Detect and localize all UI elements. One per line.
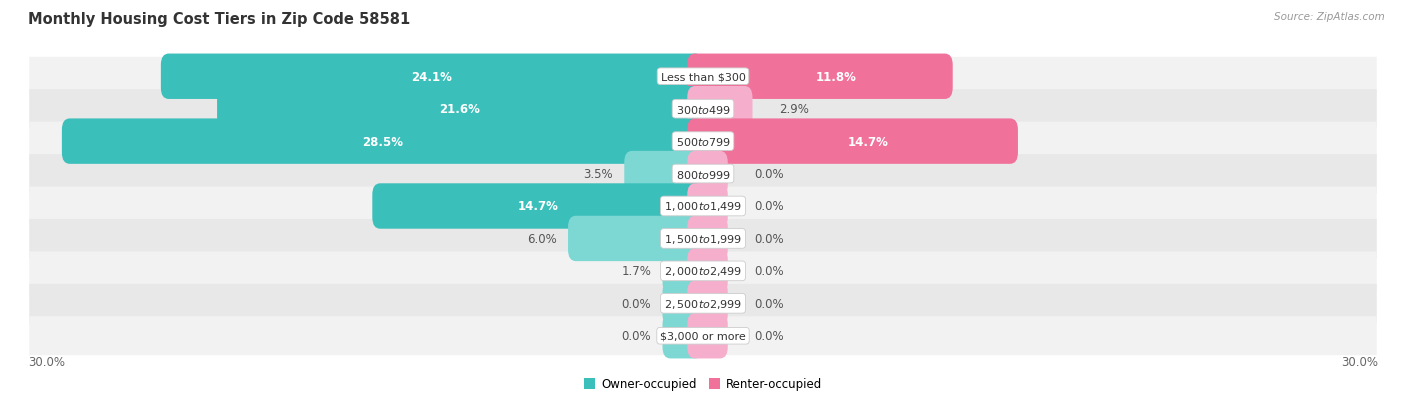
FancyBboxPatch shape bbox=[688, 152, 728, 197]
FancyBboxPatch shape bbox=[688, 249, 728, 294]
FancyBboxPatch shape bbox=[568, 216, 703, 261]
Text: Monthly Housing Cost Tiers in Zip Code 58581: Monthly Housing Cost Tiers in Zip Code 5… bbox=[28, 12, 411, 27]
Text: 30.0%: 30.0% bbox=[1341, 355, 1378, 368]
FancyBboxPatch shape bbox=[30, 58, 1376, 97]
Text: 14.7%: 14.7% bbox=[848, 135, 889, 148]
Text: $1,500 to $1,999: $1,500 to $1,999 bbox=[664, 233, 742, 245]
FancyBboxPatch shape bbox=[662, 313, 703, 358]
Text: Source: ZipAtlas.com: Source: ZipAtlas.com bbox=[1274, 12, 1385, 22]
Text: $300 to $499: $300 to $499 bbox=[675, 103, 731, 115]
FancyBboxPatch shape bbox=[217, 87, 703, 132]
FancyBboxPatch shape bbox=[688, 184, 728, 229]
Text: 0.0%: 0.0% bbox=[755, 200, 785, 213]
Text: 24.1%: 24.1% bbox=[412, 71, 453, 83]
Text: 1.7%: 1.7% bbox=[621, 265, 651, 278]
Text: $800 to $999: $800 to $999 bbox=[675, 168, 731, 180]
FancyBboxPatch shape bbox=[30, 90, 1376, 129]
Legend: Owner-occupied, Renter-occupied: Owner-occupied, Renter-occupied bbox=[579, 373, 827, 395]
Text: 3.5%: 3.5% bbox=[583, 168, 613, 180]
FancyBboxPatch shape bbox=[624, 152, 703, 197]
Text: 21.6%: 21.6% bbox=[440, 103, 481, 116]
Text: 0.0%: 0.0% bbox=[755, 330, 785, 342]
Text: Less than $300: Less than $300 bbox=[661, 72, 745, 82]
Text: $500 to $799: $500 to $799 bbox=[675, 136, 731, 148]
Text: 30.0%: 30.0% bbox=[28, 355, 65, 368]
FancyBboxPatch shape bbox=[30, 155, 1376, 194]
FancyBboxPatch shape bbox=[30, 252, 1376, 291]
FancyBboxPatch shape bbox=[30, 284, 1376, 323]
FancyBboxPatch shape bbox=[373, 184, 703, 229]
Text: $1,000 to $1,499: $1,000 to $1,499 bbox=[664, 200, 742, 213]
Text: 0.0%: 0.0% bbox=[755, 265, 785, 278]
Text: 0.0%: 0.0% bbox=[755, 297, 785, 310]
Text: 6.0%: 6.0% bbox=[527, 233, 557, 245]
FancyBboxPatch shape bbox=[688, 87, 752, 132]
FancyBboxPatch shape bbox=[30, 122, 1376, 161]
Text: 28.5%: 28.5% bbox=[361, 135, 404, 148]
Text: 0.0%: 0.0% bbox=[755, 233, 785, 245]
FancyBboxPatch shape bbox=[30, 219, 1376, 258]
Text: $2,000 to $2,499: $2,000 to $2,499 bbox=[664, 265, 742, 278]
FancyBboxPatch shape bbox=[30, 187, 1376, 226]
Text: 0.0%: 0.0% bbox=[755, 168, 785, 180]
FancyBboxPatch shape bbox=[688, 119, 1018, 164]
Text: $3,000 or more: $3,000 or more bbox=[661, 331, 745, 341]
Text: 0.0%: 0.0% bbox=[621, 330, 651, 342]
Text: $2,500 to $2,999: $2,500 to $2,999 bbox=[664, 297, 742, 310]
FancyBboxPatch shape bbox=[688, 216, 728, 261]
FancyBboxPatch shape bbox=[62, 119, 703, 164]
Text: 2.9%: 2.9% bbox=[779, 103, 810, 116]
FancyBboxPatch shape bbox=[30, 316, 1376, 355]
FancyBboxPatch shape bbox=[688, 281, 728, 326]
FancyBboxPatch shape bbox=[160, 55, 703, 100]
Text: 14.7%: 14.7% bbox=[517, 200, 558, 213]
FancyBboxPatch shape bbox=[688, 313, 728, 358]
FancyBboxPatch shape bbox=[688, 55, 953, 100]
FancyBboxPatch shape bbox=[662, 249, 703, 294]
FancyBboxPatch shape bbox=[662, 281, 703, 326]
Text: 0.0%: 0.0% bbox=[621, 297, 651, 310]
Text: 11.8%: 11.8% bbox=[815, 71, 856, 83]
